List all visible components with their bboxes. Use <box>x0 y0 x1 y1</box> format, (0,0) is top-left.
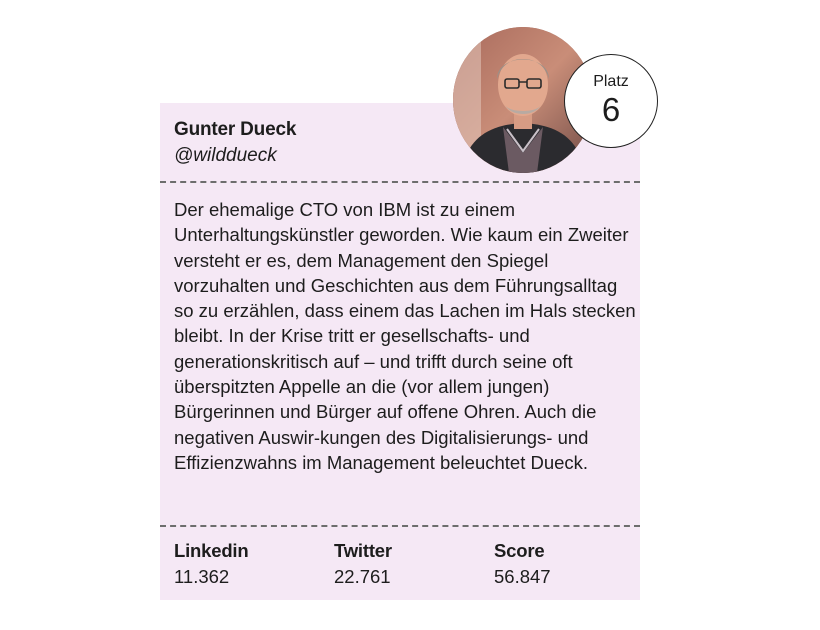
stat-value: 56.847 <box>494 566 551 587</box>
stat-linkedin: Linkedin 11.362 <box>174 540 324 588</box>
stat-label: Score <box>494 540 545 561</box>
stat-value: 11.362 <box>174 566 230 587</box>
dashed-divider <box>160 181 640 183</box>
stat-label: Twitter <box>334 540 392 561</box>
stats-row: Linkedin 11.362 Twitter 22.761 Score 56.… <box>174 540 636 596</box>
profile-card: Gunter Dueck @wilddueck Der ehemalige CT… <box>160 103 640 600</box>
profile-name: Gunter Dueck <box>174 119 297 140</box>
stat-twitter: Twitter 22.761 <box>334 540 484 588</box>
profile-bio: Der ehemalige CTO von IBM ist zu einem U… <box>174 199 636 473</box>
stat-label: Linkedin <box>174 540 249 561</box>
rank-label: Platz <box>593 73 629 90</box>
dashed-divider <box>160 525 640 527</box>
profile-handle[interactable]: @wilddueck <box>174 145 277 166</box>
stat-value: 22.761 <box>334 566 391 587</box>
stat-score: Score 56.847 <box>494 540 644 588</box>
rank-value: 6 <box>601 91 621 128</box>
rank-badge: Platz 6 <box>564 54 658 148</box>
